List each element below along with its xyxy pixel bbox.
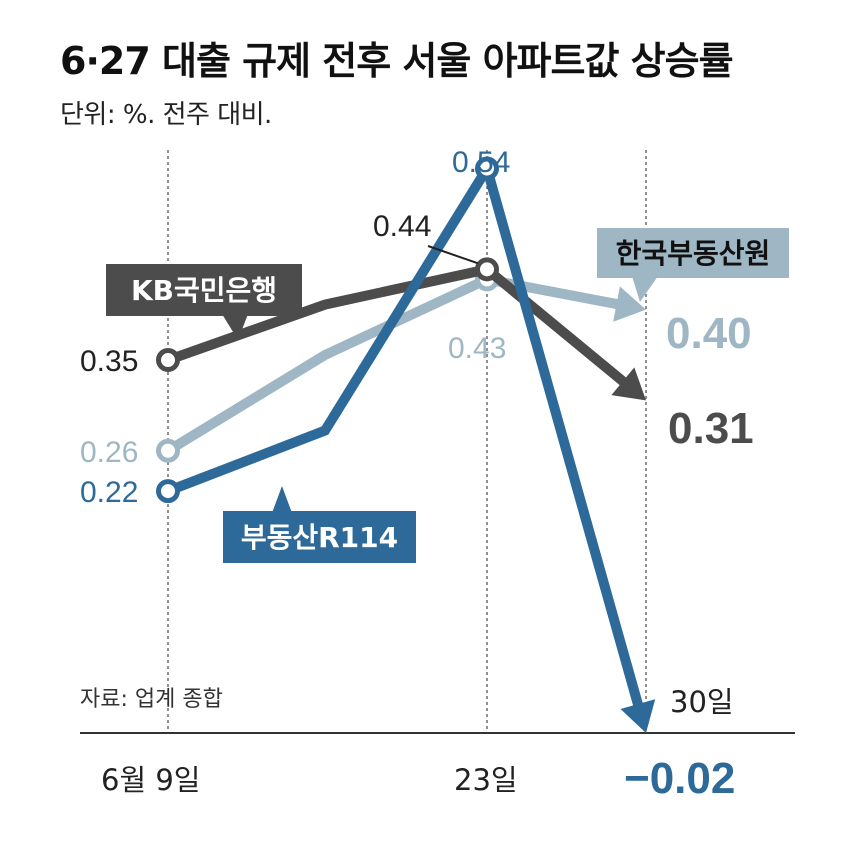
series-callout-box bbox=[223, 511, 416, 563]
data-point bbox=[156, 479, 180, 504]
data-label: 0.54 bbox=[452, 146, 510, 179]
series-arrowhead bbox=[620, 699, 656, 733]
data-label: 0.26 bbox=[80, 436, 138, 469]
chart-title: 6·27 대출 규제 전후 서울 아파트값 상승률 bbox=[60, 39, 734, 83]
series-line bbox=[166, 263, 633, 391]
data-label: 0.44 bbox=[373, 210, 431, 243]
x-tick-label: 6월 9일 bbox=[101, 763, 200, 797]
data-label: 0.40 bbox=[666, 309, 752, 358]
x-tick-label: 23일 bbox=[454, 763, 518, 797]
series-line bbox=[166, 156, 646, 715]
series-callout-box bbox=[106, 264, 302, 316]
data-label: 0.22 bbox=[80, 476, 138, 509]
data-point bbox=[475, 257, 499, 282]
series-callout-label: KB국민은행 bbox=[131, 274, 277, 307]
series-line bbox=[165, 274, 627, 456]
x-tick-label: 30일 bbox=[670, 685, 734, 719]
data-label: 0.31 bbox=[668, 404, 754, 453]
unit-note: 단위: %. 전주 대비. bbox=[60, 100, 272, 130]
data-point bbox=[475, 156, 499, 181]
series-callout-box bbox=[597, 228, 789, 278]
series-callout-label: 부동산R114 bbox=[241, 521, 398, 554]
series-arrowhead bbox=[613, 286, 646, 322]
series-callout-pointer bbox=[272, 486, 292, 513]
series-callout-pointer bbox=[632, 276, 658, 302]
series-callout-pointer bbox=[222, 314, 248, 340]
data-point bbox=[156, 438, 180, 463]
leader-line bbox=[427, 245, 479, 265]
source-note: 자료: 업계 종합 bbox=[80, 687, 223, 712]
series-callout-label: 한국부동산원 bbox=[616, 237, 771, 270]
series-arrowhead bbox=[611, 367, 646, 401]
data-label: 0.35 bbox=[80, 345, 138, 378]
data-point bbox=[156, 348, 180, 373]
data-label: 0.43 bbox=[448, 332, 506, 365]
data-label: −0.02 bbox=[624, 754, 735, 803]
